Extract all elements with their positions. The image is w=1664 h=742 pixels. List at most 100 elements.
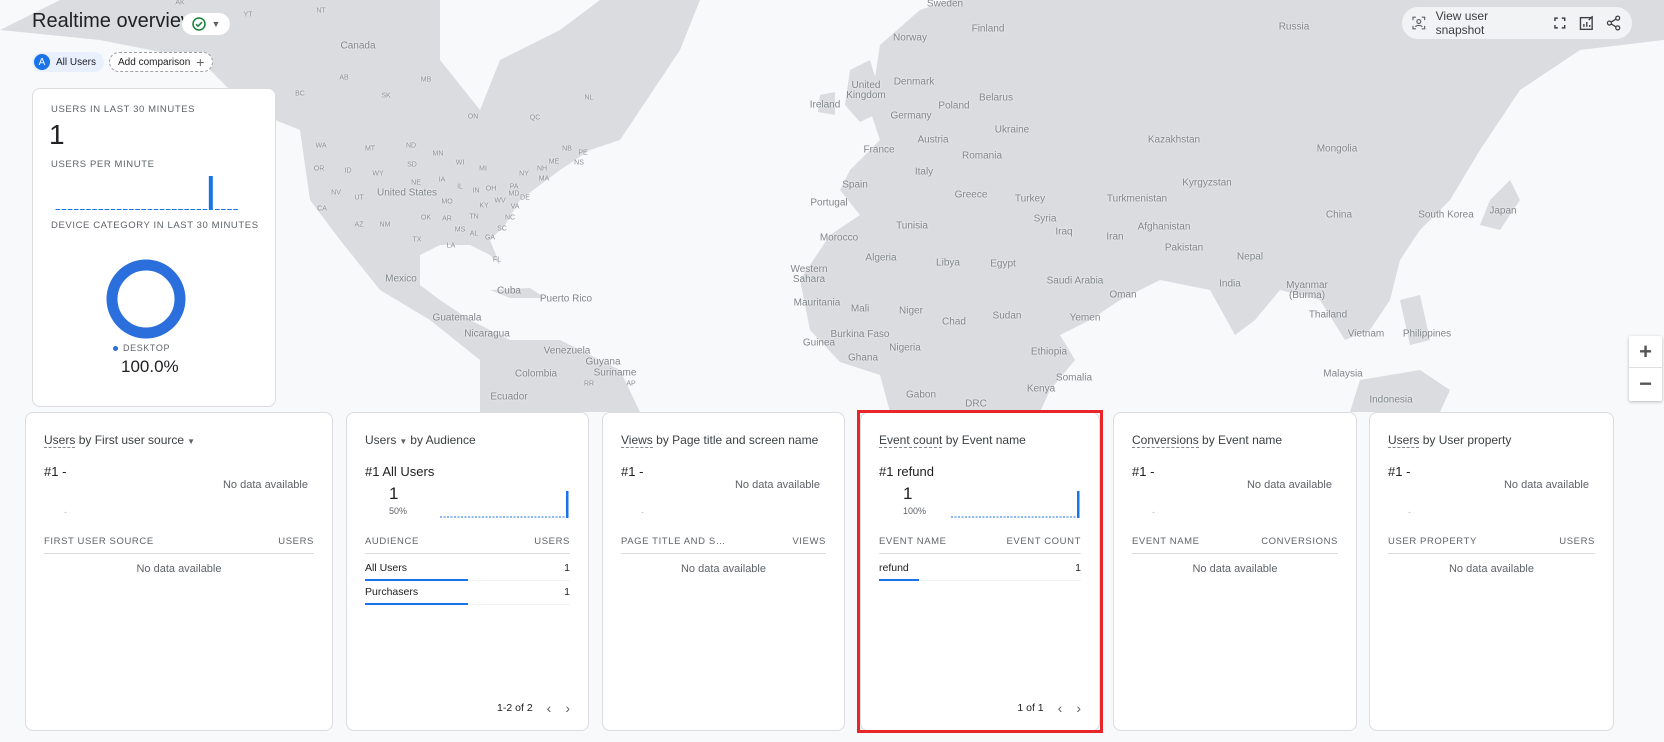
column-header-dimension[interactable]: EVENT NAME xyxy=(1132,536,1200,547)
map-label: AL xyxy=(469,230,479,238)
per-minute-bar xyxy=(116,209,122,210)
share-icon[interactable] xyxy=(1606,15,1622,31)
table-header: FIRST USER SOURCE USERS xyxy=(44,536,314,554)
comparison-chip-all-users[interactable]: A All Users xyxy=(32,52,105,72)
column-header-dimension[interactable]: PAGE TITLE AND S… xyxy=(621,536,726,547)
map-label: MA xyxy=(538,175,550,183)
zoom-out-button[interactable]: − xyxy=(1639,371,1652,396)
map-label: Sweden xyxy=(926,0,964,10)
table-row[interactable]: All Users 1 xyxy=(365,557,570,581)
pagination: 1-2 of 2 ‹ › xyxy=(497,700,570,716)
row-value: 1 xyxy=(564,586,570,598)
insights-icon[interactable] xyxy=(1579,15,1595,31)
dimension-label: by User property xyxy=(1422,433,1512,447)
per-minute-bar xyxy=(129,209,134,210)
map-label: Vietnam xyxy=(1347,328,1385,340)
map-label: Germany xyxy=(890,110,932,122)
dimension-label: by Audience xyxy=(410,433,476,447)
map-label: Ghana xyxy=(847,352,879,364)
add-comparison-button[interactable]: Add comparison + xyxy=(109,52,214,72)
metric-selector[interactable]: Users xyxy=(1388,433,1420,448)
column-header-metric[interactable]: USERS xyxy=(278,536,314,547)
map-label: LA xyxy=(446,242,456,250)
chevron-right-icon[interactable]: › xyxy=(565,700,570,716)
table-row[interactable]: refund 1 xyxy=(879,557,1081,581)
metric-selector[interactable]: Views xyxy=(621,433,653,448)
dimension-label: by First user source xyxy=(78,433,185,447)
map-label: AB xyxy=(339,74,349,82)
view-user-snapshot-button[interactable]: View user snapshot xyxy=(1412,9,1537,37)
map-label: DRC xyxy=(965,398,987,410)
metric-selector[interactable]: Event count xyxy=(879,433,943,448)
column-header-dimension[interactable]: AUDIENCE xyxy=(365,536,419,547)
map-label: IL xyxy=(457,183,463,191)
map-label: Puerto Rico xyxy=(539,293,593,305)
placeholder-dash: - xyxy=(1408,507,1411,517)
chevron-left-icon[interactable]: ‹ xyxy=(546,700,552,716)
column-header-metric[interactable]: EVENT COUNT xyxy=(1006,536,1081,547)
fullscreen-icon[interactable] xyxy=(1553,16,1567,30)
map-label: VA xyxy=(510,203,520,211)
map-label: Nepal xyxy=(1236,251,1264,263)
map-label: Tunisia xyxy=(896,220,928,232)
map-label: Somalia xyxy=(1055,372,1093,384)
column-header-dimension[interactable]: USER PROPERTY xyxy=(1388,536,1477,547)
table-header: AUDIENCE USERS xyxy=(365,536,570,554)
map-label: Suriname xyxy=(593,367,637,379)
dropdown-arrow-icon[interactable]: ▼ xyxy=(399,437,408,446)
dropdown-arrow-icon[interactable]: ▼ xyxy=(187,437,195,446)
map-label: Romania xyxy=(961,150,1003,162)
column-header-metric[interactable]: USERS xyxy=(534,536,570,547)
top-item: #1 refund xyxy=(879,464,934,479)
metric-selector[interactable]: Users xyxy=(44,433,76,448)
map-label: MT xyxy=(364,145,376,153)
map-label: NC xyxy=(504,214,516,222)
map-label: Cuba xyxy=(497,285,521,297)
map-label: Guyana xyxy=(585,356,621,368)
map-label: Guatemala xyxy=(432,312,482,324)
per-minute-bar xyxy=(159,209,165,210)
card-title[interactable]: Views by Page title and screen name xyxy=(621,433,819,448)
chevron-left-icon[interactable]: ‹ xyxy=(1057,700,1063,716)
dimension-label: by Page title and screen name xyxy=(656,433,819,447)
card-title[interactable]: Conversions by Event name xyxy=(1132,433,1282,448)
metric-selector[interactable]: Users xyxy=(365,433,397,447)
card-title[interactable]: Users by User property xyxy=(1388,433,1512,448)
map-label: Mongolia xyxy=(1316,143,1358,155)
zoom-in-button[interactable]: + xyxy=(1629,336,1662,368)
map-label: NM xyxy=(379,221,391,229)
plus-icon: + xyxy=(196,54,205,70)
per-minute-bar xyxy=(86,209,91,210)
column-header-metric[interactable]: CONVERSIONS xyxy=(1261,536,1338,547)
metric-selector[interactable]: Conversions xyxy=(1132,433,1199,448)
map-label: Portugal xyxy=(810,197,848,209)
map-label: WI xyxy=(455,159,465,167)
per-minute-bar xyxy=(61,209,67,210)
card-title[interactable]: Event count by Event name xyxy=(879,433,1026,448)
pagination-label: 1 of 1 xyxy=(1017,702,1044,714)
map-label: DE xyxy=(520,194,530,202)
placeholder-dash: - xyxy=(1152,507,1155,517)
per-minute-bar xyxy=(110,209,116,210)
map-zoom-controls: + − xyxy=(1629,336,1662,401)
card-title[interactable]: Users by First user source ▼ xyxy=(44,433,198,448)
map-label: Thailand xyxy=(1308,309,1348,321)
map-label: PE xyxy=(578,149,588,157)
map-label: Burkina Faso xyxy=(830,329,890,340)
column-header-metric[interactable]: VIEWS xyxy=(792,536,826,547)
table-header: USER PROPERTY USERS xyxy=(1388,536,1595,554)
column-header-dimension[interactable]: EVENT NAME xyxy=(879,536,947,547)
column-header-metric[interactable]: USERS xyxy=(1559,536,1595,547)
world-map[interactable]: Canada United States Mexico Cuba Puerto Rico… xyxy=(0,0,1664,412)
column-header-dimension[interactable]: FIRST USER SOURCE xyxy=(44,536,154,547)
pagination: 1 of 1 ‹ › xyxy=(1017,700,1081,716)
chevron-right-icon[interactable]: › xyxy=(1076,700,1081,716)
map-label: WA xyxy=(315,142,327,150)
map-label: Mali xyxy=(850,303,870,315)
per-minute-bar xyxy=(147,209,153,210)
table-row[interactable]: Purchasers 1 xyxy=(365,581,570,605)
map-label: NE xyxy=(411,179,421,187)
users-last-30-label: USERS IN LAST 30 MINUTES xyxy=(51,104,196,115)
card-title[interactable]: Users ▼ by Audience xyxy=(365,433,476,447)
status-dropdown[interactable]: ▼ xyxy=(182,13,230,35)
